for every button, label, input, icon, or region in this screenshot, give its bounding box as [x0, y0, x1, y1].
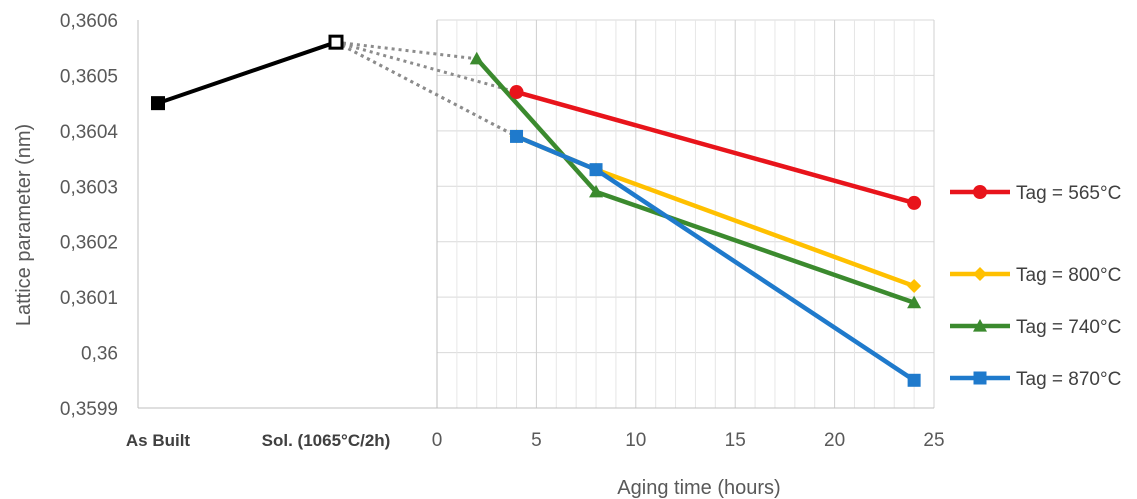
y-tick-label: 0,3606 [60, 11, 118, 32]
series-line [515, 89, 915, 206]
legend-label: Tag = 740°C [1016, 317, 1121, 338]
y-tick-label: 0,3602 [60, 233, 118, 254]
data-point [907, 279, 922, 294]
tick-labels: 0,3599 0,36 0,3601 0,3602 0,3603 0,3604 0,3605… [60, 11, 945, 451]
dotted-connectors [335, 40, 518, 138]
legend: Tag = 565°C Tag = 800°C Tag = 740°C Tag = 8… [950, 183, 1121, 390]
legend-label: Tag = 870°C [1016, 369, 1121, 390]
data-point [589, 163, 603, 177]
y-tick-label: 0,3605 [60, 66, 118, 87]
legend-label: Tag = 565°C [1016, 183, 1121, 204]
legend-swatch-marker [973, 185, 987, 199]
data-point [469, 51, 484, 65]
y-tick-label: 0,3601 [60, 288, 118, 309]
legend-swatch-marker [973, 371, 987, 385]
y-tick-label: 0,3599 [60, 399, 118, 420]
data-point [907, 373, 921, 387]
data-point [907, 295, 922, 309]
category-label: As Built [126, 431, 191, 450]
dotted-connector [335, 40, 477, 61]
x-tick-label: 15 [725, 430, 746, 451]
axes [137, 20, 934, 409]
data-point [510, 129, 524, 143]
x-tick-label: 0 [432, 430, 443, 451]
data-point [907, 195, 922, 210]
x-tick-label: 10 [625, 430, 646, 451]
data-point [589, 184, 604, 198]
y-tick-label: 0,36 [81, 344, 118, 365]
dotted-connector [335, 40, 517, 94]
x-axis-title: Aging time (hours) [617, 477, 780, 499]
dotted-connector [335, 40, 518, 138]
as-built-marker [151, 96, 165, 111]
x-tick-label: 25 [923, 430, 944, 451]
category-label: Sol. (1065°C/2h) [262, 431, 391, 450]
y-tick-label: 0,3603 [60, 177, 118, 198]
series-lines [151, 34, 922, 387]
y-axis-title: Lattice parameter (nm) [13, 124, 35, 326]
x-tick-label: 20 [824, 430, 845, 451]
grid [437, 19, 935, 408]
legend-swatch-marker [973, 267, 987, 281]
legend-label: Tag = 800°C [1016, 265, 1121, 286]
solution-marker [328, 34, 344, 50]
y-tick-label: 0,3604 [60, 122, 119, 143]
data-point [509, 85, 524, 100]
legend-swatch-marker [973, 319, 987, 332]
as-built-solution-line [157, 40, 337, 106]
x-tick-label: 5 [531, 430, 542, 451]
